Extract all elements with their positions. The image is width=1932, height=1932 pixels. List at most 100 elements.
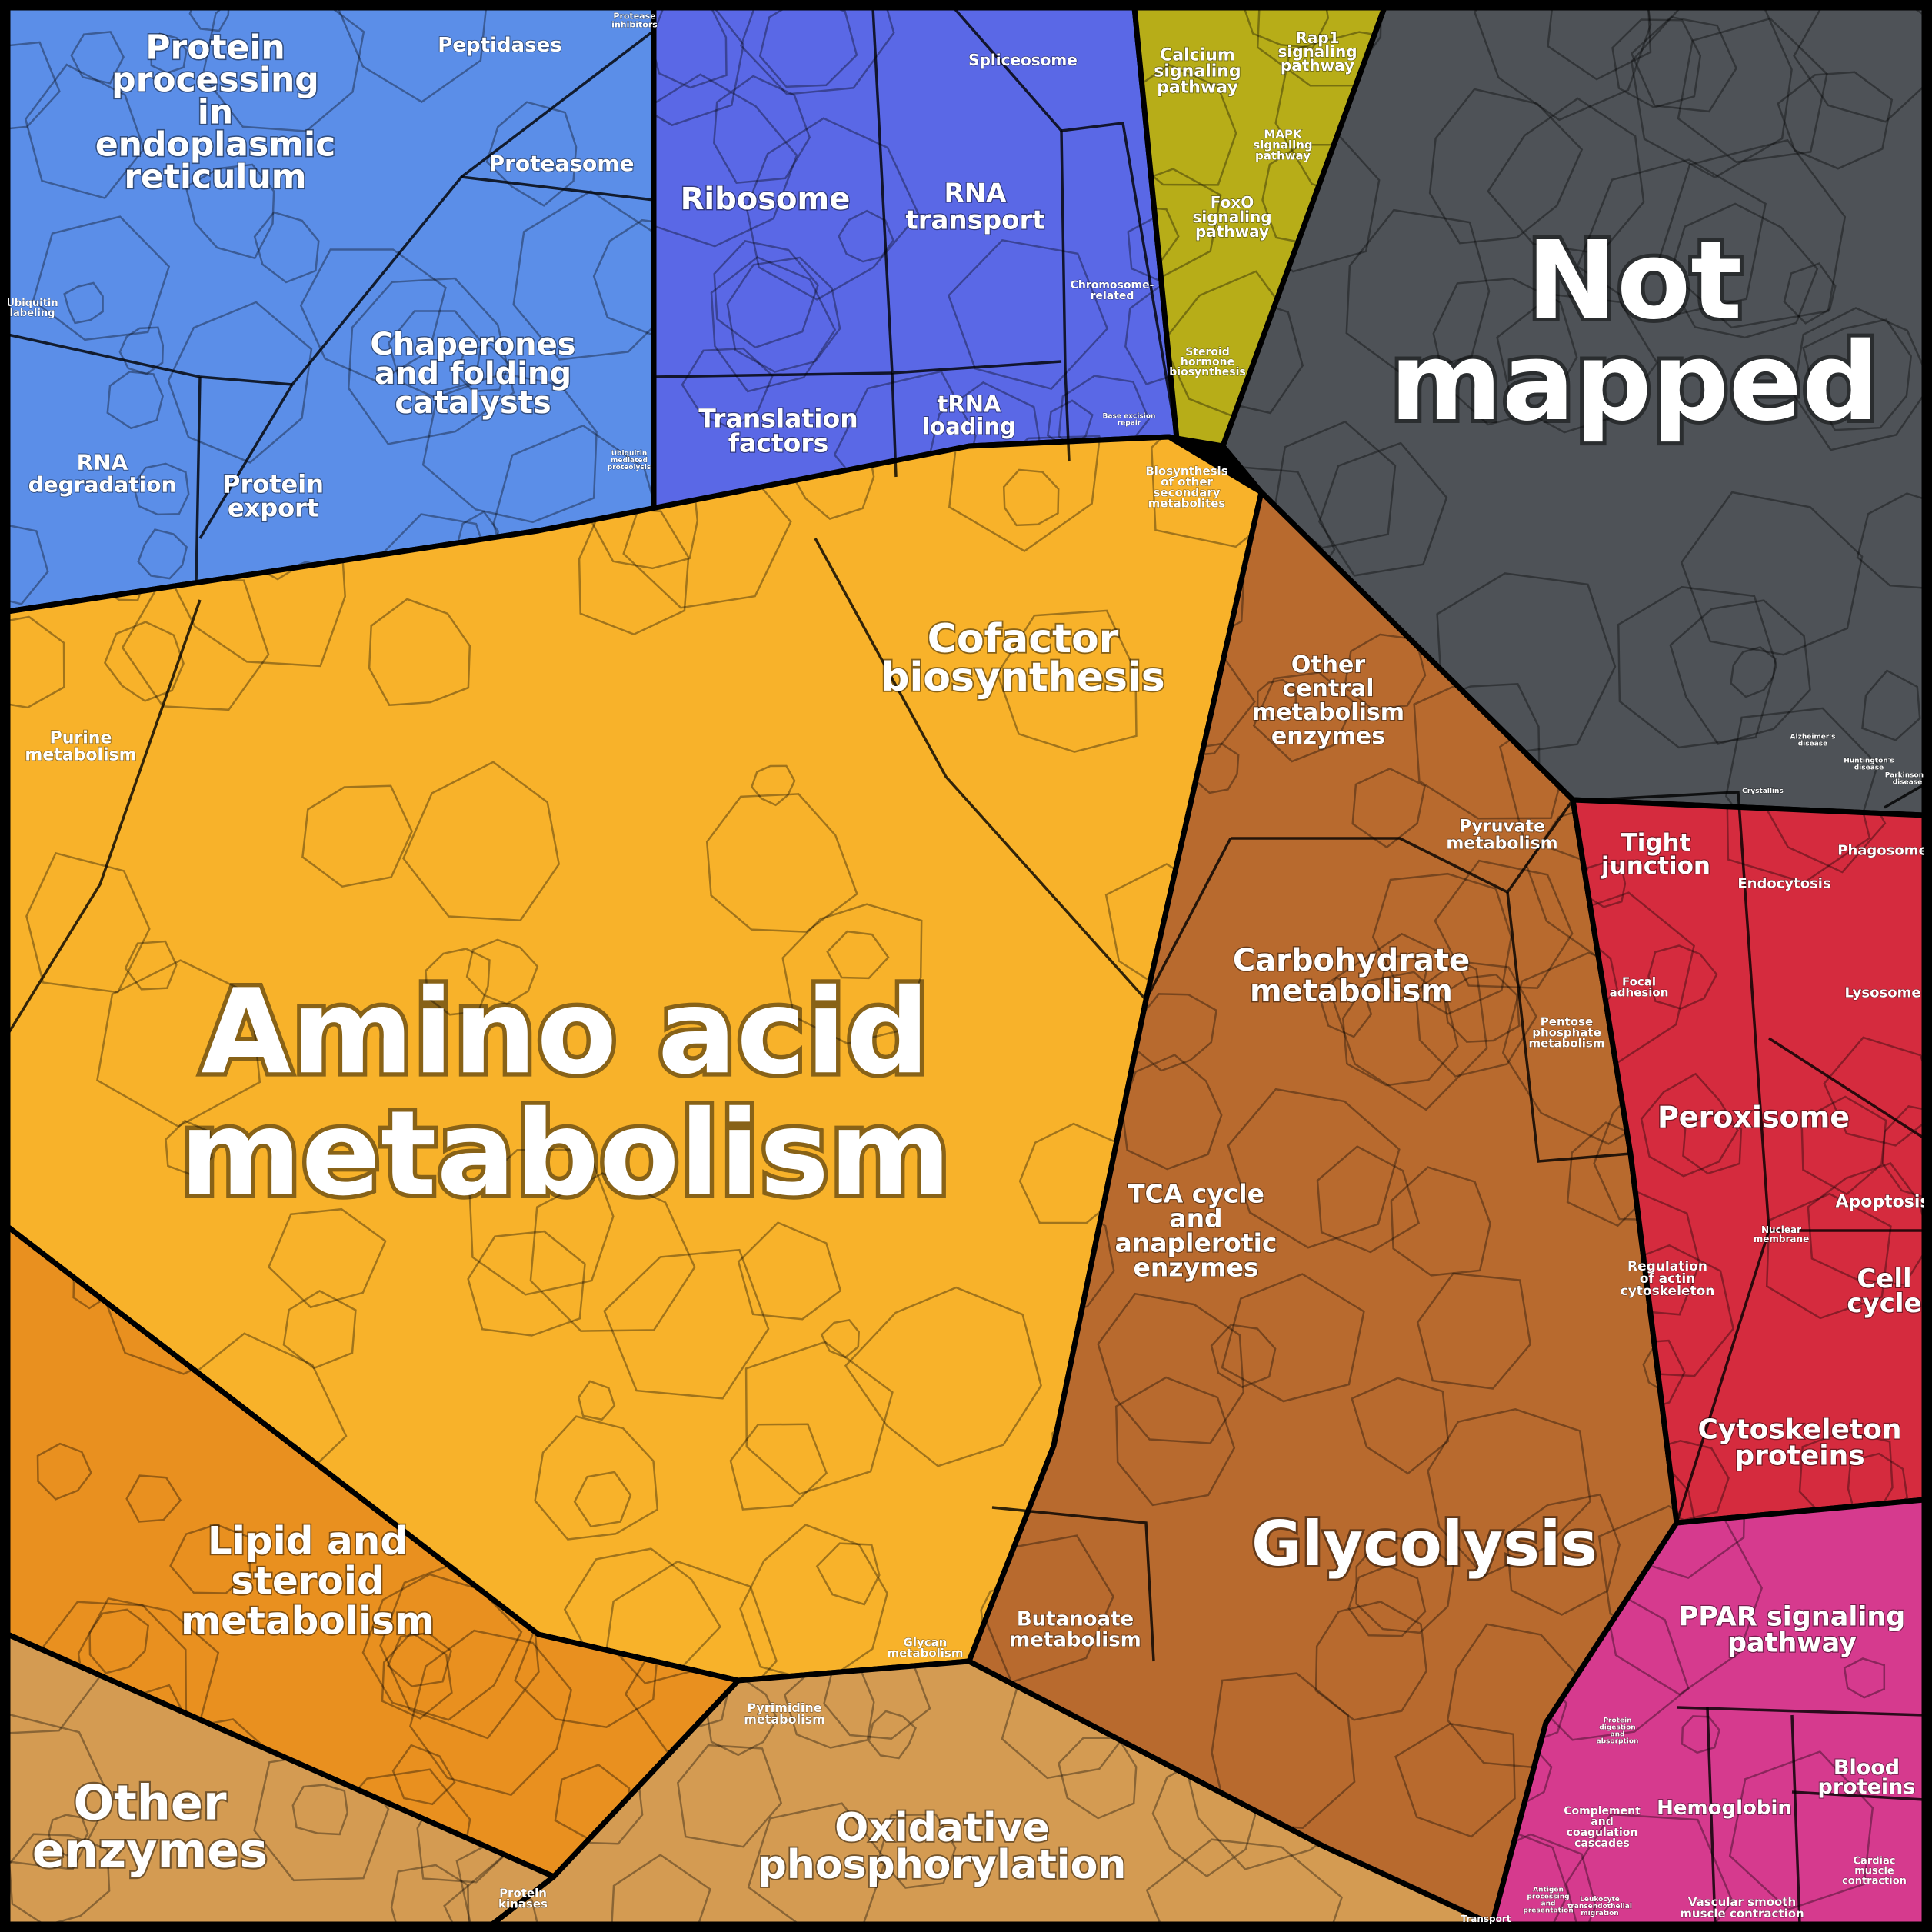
cell [1326,932,1488,1111]
cell [654,73,798,248]
cell [1114,1376,1236,1507]
label-protein-kinases: Protein kinases [498,1886,548,1910]
cell [188,8,231,32]
cell [337,8,489,103]
cell [1221,1273,1365,1403]
cell [1355,1536,1455,1634]
cell [1124,281,1177,386]
cell [137,528,188,580]
cell [1777,71,1894,170]
cell [1446,1623,1579,1770]
cell [1432,277,1578,426]
cell [1843,1657,1886,1699]
cell [654,8,728,89]
cell [1765,1192,1892,1320]
cell [781,903,923,1045]
cell [492,424,654,611]
cell [820,1319,860,1359]
cell [654,8,745,127]
cell [1800,1095,1887,1196]
cell [1496,293,1658,434]
label-rna-degradation: RNA degradation [28,449,177,497]
label-proteasome: Proteasome [489,151,635,176]
cell [1347,1564,1427,1637]
cell [1492,1827,1570,1924]
cell [402,761,561,921]
cell [467,1230,586,1337]
label-oxidative-phosphorylation: Oxidative phosphorylation [758,1805,1127,1888]
label-ubiquitin-proteolysis: Ubiquitin mediated proteolysis [608,450,651,471]
cell [468,1148,615,1296]
cell [868,1710,917,1760]
cell [103,621,185,702]
cell [529,1172,696,1332]
label-foxo-signaling: FoxO signaling pathway [1192,193,1271,241]
label-tight-junction: Tight junction [1600,829,1710,880]
cell [125,1474,182,1523]
cell [729,1423,828,1511]
cell [8,1634,102,1735]
cell [1757,800,1887,874]
cell [512,189,654,361]
cell [1726,800,1871,884]
cell [1861,669,1921,741]
cell [24,63,145,199]
label-pentose-phosphate: Pentose phosphate metabolism [1529,1014,1605,1050]
cell [745,117,920,301]
cell [578,506,690,636]
cell [1351,1377,1450,1475]
label-huntingtons: Huntington's disease [1844,758,1894,772]
label-leukocyte-migration: Leukocyte transendothelial migration [1567,1896,1632,1917]
label-ppar-signaling: PPAR signaling pathway [1679,1601,1906,1658]
cell [1881,1105,1924,1202]
cell [1611,18,1702,109]
cell [1416,1272,1532,1390]
label-carbohydrate-metabolism: Carbohydrate metabolism [1233,943,1470,1009]
cell [1492,1833,1597,1924]
cell [1380,954,1428,1000]
cell [744,1341,894,1495]
cell [32,215,171,341]
cell [1547,8,1652,81]
cell [681,347,774,430]
label-transport: Transport [1461,1914,1511,1924]
cell [1823,1036,1924,1147]
label-focal-adhesion: Focal adhesion [1610,974,1669,999]
label-hemoglobin: Hemoglobin [1657,1797,1792,1820]
label-phagosome: Phagosome [1837,842,1927,858]
cell [1793,8,1924,123]
label-base-excision-repair: Base excision repair [1103,413,1156,428]
label-cytoskeleton-proteins: Cytoskeleton proteins [1698,1414,1902,1472]
label-lipid-steroid: Lipid and steroid metabolism [181,1519,435,1644]
cell [1505,1493,1621,1616]
cell [253,211,320,284]
label-pyruvate-metabolism: Pyruvate metabolism [1446,818,1557,854]
cell [88,1608,150,1674]
cell [1576,158,1767,320]
cell [1597,1504,1677,1642]
label-spliceosome: Spliceosome [968,51,1078,69]
cell [676,1744,783,1848]
label-blood-proteins: Blood proteins [1818,1756,1916,1799]
cell [1443,973,1521,1043]
cell [455,1823,554,1924]
cell [1390,1166,1491,1277]
cell [1002,468,1060,527]
label-butanoate-metabolism: Butanoate metabolism [1009,1608,1141,1652]
label-translation-factors: Translation factors [698,404,858,458]
cell [291,1784,348,1836]
cell [1647,944,1718,1010]
cell [1487,97,1645,255]
cell [996,609,1138,753]
cell [347,277,515,445]
label-lysosome: Lysosome [1844,984,1920,1001]
cell [485,101,578,207]
cell [713,240,819,349]
label-cofactor-biosynthesis: Cofactor biosynthesis [881,616,1165,701]
cell [409,1629,573,1797]
cell [1601,1517,1764,1696]
label-trna-loading: tRNA loading [922,391,1016,440]
cell [25,851,151,994]
cell [726,256,841,373]
